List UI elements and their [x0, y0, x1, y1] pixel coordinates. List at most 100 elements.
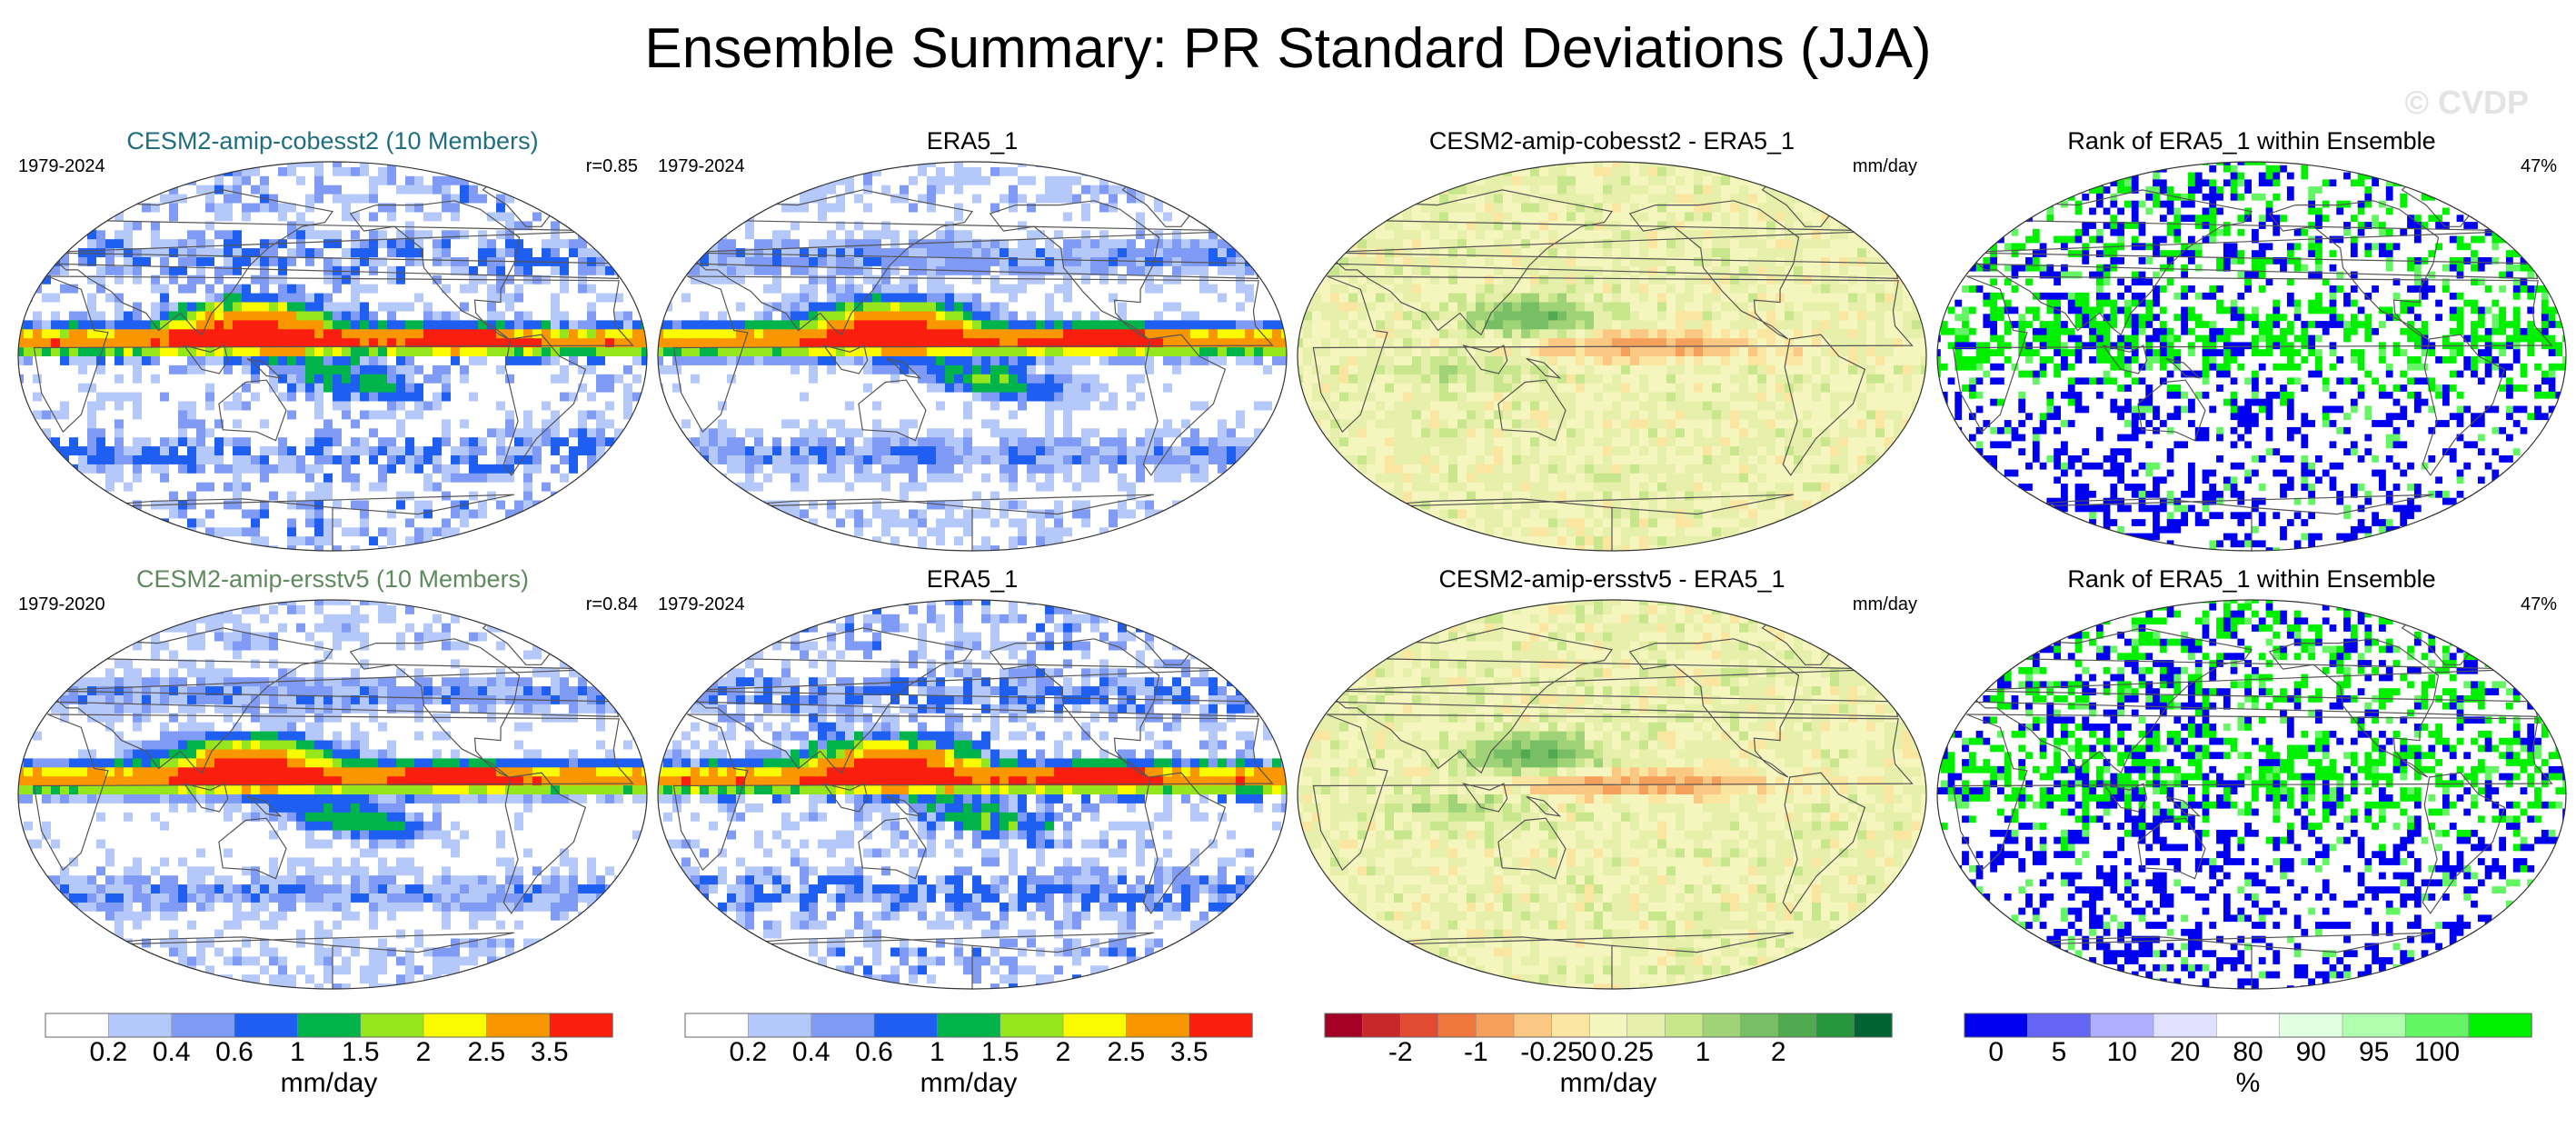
colorbar-tick-label: 0.6	[215, 1037, 254, 1067]
colorbar-tick-label: 0.25	[1601, 1037, 1654, 1067]
colorbar-tick-label: 1	[1696, 1037, 1711, 1067]
panel-title: Rank of ERA5_1 within Ensemble	[1934, 565, 2570, 594]
colorbar: 0.2 0.4 0.6 1 1.5 2 2.5 3.5 mm/day	[45, 1013, 627, 1098]
corner-stat-label: 47%	[2521, 156, 2557, 177]
colorbar-swatch	[2342, 1013, 2407, 1038]
colorbar-tick-label: 3.5	[1170, 1037, 1208, 1067]
colorbar-swatch	[1437, 1013, 1477, 1038]
colorbar-swatch	[1740, 1013, 1779, 1038]
colorbar-swatch	[486, 1013, 551, 1038]
colorbar-swatch	[549, 1013, 613, 1038]
colorbar-swatch	[2468, 1013, 2532, 1038]
colorbar-swatch	[1854, 1013, 1893, 1038]
map-panel: Rank of ERA5_1 within Ensemble 47%	[1934, 127, 2570, 554]
colorbar-swatch	[1777, 1013, 1817, 1038]
corner-stat-label: mm/day	[1853, 594, 1917, 615]
colorbar-tick-label: 0	[1988, 1037, 2004, 1067]
colorbar-swatch	[108, 1013, 173, 1038]
colorbar-tick-label: 1	[930, 1037, 945, 1067]
colorbar: 0 5 10 20 80 90 95 100%	[1964, 1013, 2546, 1098]
map-plot	[17, 599, 648, 990]
panel-title: ERA5_1	[654, 565, 1290, 594]
colorbar-swatch	[2279, 1013, 2343, 1038]
main-title: Ensemble Summary: PR Standard Deviations…	[0, 16, 2576, 81]
colorbar-tick-label: -2	[1388, 1037, 1413, 1067]
colorbar-swatch	[1189, 1013, 1253, 1038]
colorbar-swatch	[1665, 1013, 1704, 1038]
colorbar-swatch	[297, 1013, 362, 1038]
colorbar-tick-label: 0.6	[855, 1037, 893, 1067]
colorbar-swatch	[1476, 1013, 1515, 1038]
colorbar-unit: mm/day	[1325, 1068, 1892, 1099]
colorbar-swatch	[2216, 1013, 2281, 1038]
colorbar-tick-label: 0.4	[792, 1037, 830, 1067]
map-plot	[17, 161, 648, 552]
map-plot	[1297, 161, 1927, 552]
colorbar-swatch	[1551, 1013, 1590, 1038]
colorbar-swatch	[1702, 1013, 1742, 1038]
map-panel: ERA5_1 1979-2024	[654, 565, 1290, 993]
colorbar-tick-label: 20	[2170, 1037, 2200, 1067]
corner-stat-label: r=0.85	[586, 156, 638, 177]
panel-title: CESM2-amip-ersstv5 (10 Members)	[15, 565, 651, 594]
colorbar-tick-label: 0.4	[153, 1037, 191, 1067]
colorbar-swatch	[2090, 1013, 2154, 1038]
colorbar-tick-label: -0.25	[1520, 1037, 1582, 1067]
map-panel: CESM2-amip-cobesst2 (10 Members) 1979-202…	[15, 127, 651, 554]
colorbar-swatch	[2153, 1013, 2218, 1038]
colorbar-swatch	[1513, 1013, 1553, 1038]
colorbar-tick-label: 90	[2296, 1037, 2326, 1067]
colorbar-tick-label: 10	[2107, 1037, 2137, 1067]
colorbar-swatch	[1126, 1013, 1190, 1038]
colorbar-swatch	[811, 1013, 875, 1038]
colorbar-swatch	[45, 1013, 110, 1038]
map-plot	[1936, 599, 2567, 990]
colorbar-swatch	[684, 1013, 750, 1038]
colorbar-tick-label: 3.5	[531, 1037, 569, 1067]
map-panel: ERA5_1 1979-2024	[654, 127, 1290, 554]
colorbar-tick-label: 95	[2359, 1037, 2389, 1067]
panel-title: CESM2-amip-cobesst2 - ERA5_1	[1294, 127, 1930, 155]
colorbar-tick-label: 0.2	[89, 1037, 127, 1067]
watermark: © CVDP	[2404, 84, 2529, 122]
colorbar-swatch	[2405, 1013, 2470, 1038]
colorbar-swatch	[2027, 1013, 2092, 1038]
corner-stat-label: mm/day	[1853, 156, 1917, 177]
map-panel: Rank of ERA5_1 within Ensemble 47%	[1934, 565, 2570, 993]
colorbar-swatch	[1362, 1013, 1401, 1038]
map-panel: CESM2-amip-ersstv5 (10 Members) 1979-2020…	[15, 565, 651, 993]
colorbar: 0.2 0.4 0.6 1 1.5 2 2.5 3.5 mm/day	[684, 1013, 1267, 1098]
corner-stat-label: r=0.84	[586, 594, 638, 615]
colorbar-swatch	[1000, 1013, 1064, 1038]
colorbar-tick-label: 2	[1056, 1037, 1071, 1067]
colorbar-tick-label: 2	[1771, 1037, 1786, 1067]
colorbar-tick-label: 2	[416, 1037, 432, 1067]
colorbar-swatch	[1626, 1013, 1666, 1038]
colorbar-tick-label: 5	[2052, 1037, 2067, 1067]
colorbar-tick-label: 100	[2414, 1037, 2460, 1067]
period-label: 1979-2024	[658, 594, 745, 615]
colorbar-swatch	[1964, 1013, 2029, 1038]
map-panel: CESM2-amip-ersstv5 - ERA5_1 mm/day	[1294, 565, 1930, 993]
colorbar-swatch	[234, 1013, 299, 1038]
panel-title: ERA5_1	[654, 127, 1290, 155]
corner-stat-label: 47%	[2521, 594, 2557, 615]
period-label: 1979-2024	[658, 156, 745, 177]
colorbar-swatch	[873, 1013, 939, 1038]
colorbar-swatch	[937, 1013, 1001, 1038]
colorbar-swatch	[1062, 1013, 1128, 1038]
colorbar-unit: %	[1964, 1068, 2531, 1099]
colorbar-swatch	[1324, 1013, 1364, 1038]
map-plot	[1936, 161, 2567, 552]
colorbar-swatch	[360, 1013, 424, 1038]
panel-title: CESM2-amip-cobesst2 (10 Members)	[15, 127, 651, 155]
panel-title: Rank of ERA5_1 within Ensemble	[1934, 127, 2570, 155]
panel-title: CESM2-amip-ersstv5 - ERA5_1	[1294, 565, 1930, 594]
colorbar-swatch	[1815, 1013, 1855, 1038]
map-panel: CESM2-amip-cobesst2 - ERA5_1 mm/day	[1294, 127, 1930, 554]
period-label: 1979-2024	[18, 156, 105, 177]
colorbar: -2 -1 -0.25 0 0.25 1 2 mm/day	[1324, 1013, 1906, 1098]
map-plot	[657, 599, 1288, 990]
map-plot	[657, 161, 1288, 552]
period-label: 1979-2020	[18, 594, 105, 615]
